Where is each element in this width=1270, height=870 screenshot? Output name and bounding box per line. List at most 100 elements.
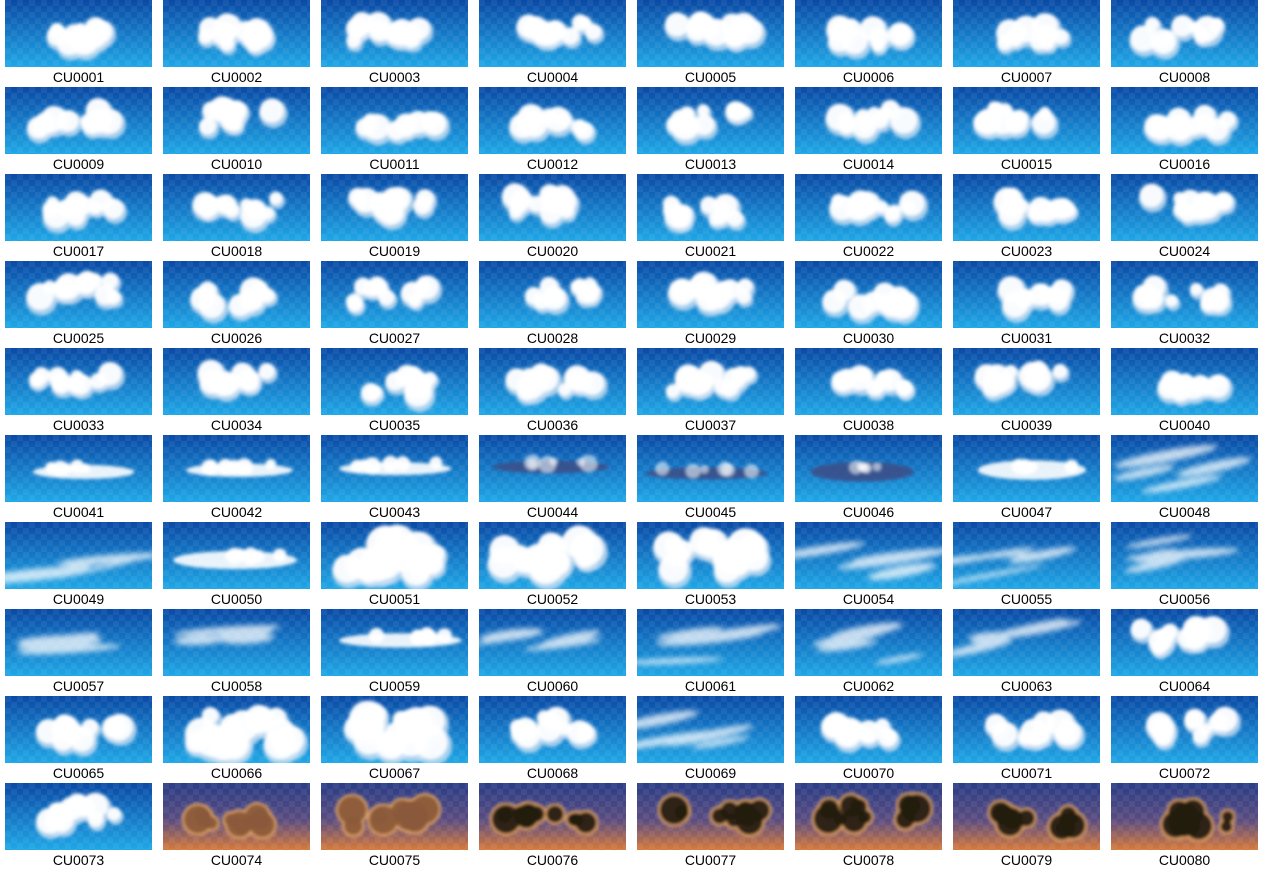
cloud-thumbnail-image[interactable]: [1111, 348, 1258, 415]
cloud-thumbnail-image[interactable]: [795, 87, 942, 154]
cloud-thumbnail-image[interactable]: [795, 522, 942, 589]
cloud-thumbnail-image[interactable]: [637, 87, 784, 154]
cloud-thumbnail-image[interactable]: [163, 348, 310, 415]
cloud-thumbnail-image[interactable]: [163, 87, 310, 154]
cloud-thumbnail-image[interactable]: [5, 87, 152, 154]
thumbnail-cell[interactable]: CU0074: [163, 783, 311, 870]
cloud-thumbnail-image[interactable]: [637, 696, 784, 763]
cloud-thumbnail-image[interactable]: [795, 435, 942, 502]
thumbnail-cell[interactable]: CU0027: [321, 261, 469, 348]
thumbnail-cell[interactable]: CU0028: [479, 261, 627, 348]
cloud-thumbnail-image[interactable]: [637, 174, 784, 241]
thumbnail-cell[interactable]: CU0044: [479, 435, 627, 522]
thumbnail-cell[interactable]: CU0080: [1111, 783, 1259, 870]
cloud-thumbnail-image[interactable]: [953, 609, 1100, 676]
cloud-thumbnail-image[interactable]: [321, 435, 468, 502]
cloud-thumbnail-image[interactable]: [5, 696, 152, 763]
thumbnail-cell[interactable]: CU0035: [321, 348, 469, 435]
cloud-thumbnail-image[interactable]: [479, 696, 626, 763]
thumbnail-cell[interactable]: CU0049: [5, 522, 153, 609]
thumbnail-cell[interactable]: CU0030: [795, 261, 943, 348]
thumbnail-cell[interactable]: CU0034: [163, 348, 311, 435]
thumbnail-cell[interactable]: CU0055: [953, 522, 1101, 609]
thumbnail-cell[interactable]: CU0073: [5, 783, 153, 870]
cloud-thumbnail-image[interactable]: [163, 522, 310, 589]
thumbnail-cell[interactable]: CU0039: [953, 348, 1101, 435]
thumbnail-cell[interactable]: CU0047: [953, 435, 1101, 522]
thumbnail-cell[interactable]: CU0070: [795, 696, 943, 783]
cloud-thumbnail-image[interactable]: [637, 522, 784, 589]
cloud-thumbnail-image[interactable]: [637, 261, 784, 328]
cloud-thumbnail-image[interactable]: [5, 609, 152, 676]
cloud-thumbnail-image[interactable]: [479, 783, 626, 850]
thumbnail-cell[interactable]: CU0007: [953, 0, 1101, 87]
cloud-thumbnail-image[interactable]: [795, 783, 942, 850]
thumbnail-cell[interactable]: CU0051: [321, 522, 469, 609]
thumbnail-cell[interactable]: CU0015: [953, 87, 1101, 174]
cloud-thumbnail-image[interactable]: [163, 435, 310, 502]
cloud-thumbnail-image[interactable]: [321, 87, 468, 154]
thumbnail-cell[interactable]: CU0003: [321, 0, 469, 87]
thumbnail-cell[interactable]: CU0062: [795, 609, 943, 696]
cloud-thumbnail-image[interactable]: [321, 522, 468, 589]
thumbnail-cell[interactable]: CU0022: [795, 174, 943, 261]
thumbnail-cell[interactable]: CU0069: [637, 696, 785, 783]
cloud-thumbnail-image[interactable]: [479, 435, 626, 502]
thumbnail-cell[interactable]: CU0019: [321, 174, 469, 261]
cloud-thumbnail-image[interactable]: [321, 348, 468, 415]
cloud-thumbnail-image[interactable]: [953, 783, 1100, 850]
cloud-thumbnail-image[interactable]: [479, 348, 626, 415]
thumbnail-cell[interactable]: CU0038: [795, 348, 943, 435]
cloud-thumbnail-image[interactable]: [5, 783, 152, 850]
thumbnail-cell[interactable]: CU0042: [163, 435, 311, 522]
thumbnail-cell[interactable]: CU0063: [953, 609, 1101, 696]
thumbnail-cell[interactable]: CU0046: [795, 435, 943, 522]
thumbnail-cell[interactable]: CU0054: [795, 522, 943, 609]
thumbnail-cell[interactable]: CU0013: [637, 87, 785, 174]
cloud-thumbnail-image[interactable]: [5, 522, 152, 589]
cloud-thumbnail-image[interactable]: [795, 261, 942, 328]
cloud-thumbnail-image[interactable]: [953, 435, 1100, 502]
thumbnail-cell[interactable]: CU0058: [163, 609, 311, 696]
cloud-thumbnail-image[interactable]: [5, 0, 152, 67]
cloud-thumbnail-image[interactable]: [953, 696, 1100, 763]
cloud-thumbnail-image[interactable]: [321, 261, 468, 328]
thumbnail-cell[interactable]: CU0060: [479, 609, 627, 696]
cloud-thumbnail-image[interactable]: [637, 783, 784, 850]
cloud-thumbnail-image[interactable]: [163, 609, 310, 676]
thumbnail-cell[interactable]: CU0057: [5, 609, 153, 696]
cloud-thumbnail-image[interactable]: [321, 609, 468, 676]
thumbnail-cell[interactable]: CU0016: [1111, 87, 1259, 174]
cloud-thumbnail-image[interactable]: [479, 609, 626, 676]
thumbnail-cell[interactable]: CU0031: [953, 261, 1101, 348]
cloud-thumbnail-image[interactable]: [953, 174, 1100, 241]
thumbnail-cell[interactable]: CU0004: [479, 0, 627, 87]
thumbnail-cell[interactable]: CU0026: [163, 261, 311, 348]
thumbnail-cell[interactable]: CU0077: [637, 783, 785, 870]
thumbnail-cell[interactable]: CU0002: [163, 0, 311, 87]
cloud-thumbnail-image[interactable]: [479, 87, 626, 154]
cloud-thumbnail-image[interactable]: [163, 0, 310, 67]
thumbnail-cell[interactable]: CU0020: [479, 174, 627, 261]
thumbnail-cell[interactable]: CU0029: [637, 261, 785, 348]
thumbnail-cell[interactable]: CU0006: [795, 0, 943, 87]
thumbnail-cell[interactable]: CU0024: [1111, 174, 1259, 261]
cloud-thumbnail-image[interactable]: [795, 348, 942, 415]
thumbnail-cell[interactable]: CU0065: [5, 696, 153, 783]
cloud-thumbnail-image[interactable]: [637, 609, 784, 676]
thumbnail-cell[interactable]: CU0045: [637, 435, 785, 522]
cloud-thumbnail-image[interactable]: [1111, 435, 1258, 502]
cloud-thumbnail-image[interactable]: [479, 174, 626, 241]
thumbnail-cell[interactable]: CU0023: [953, 174, 1101, 261]
thumbnail-cell[interactable]: CU0010: [163, 87, 311, 174]
cloud-thumbnail-image[interactable]: [321, 696, 468, 763]
cloud-thumbnail-image[interactable]: [637, 435, 784, 502]
cloud-thumbnail-image[interactable]: [5, 174, 152, 241]
thumbnail-cell[interactable]: CU0052: [479, 522, 627, 609]
cloud-thumbnail-image[interactable]: [321, 174, 468, 241]
cloud-thumbnail-image[interactable]: [953, 261, 1100, 328]
thumbnail-cell[interactable]: CU0021: [637, 174, 785, 261]
cloud-thumbnail-image[interactable]: [1111, 261, 1258, 328]
cloud-thumbnail-image[interactable]: [479, 0, 626, 67]
cloud-thumbnail-image[interactable]: [1111, 696, 1258, 763]
